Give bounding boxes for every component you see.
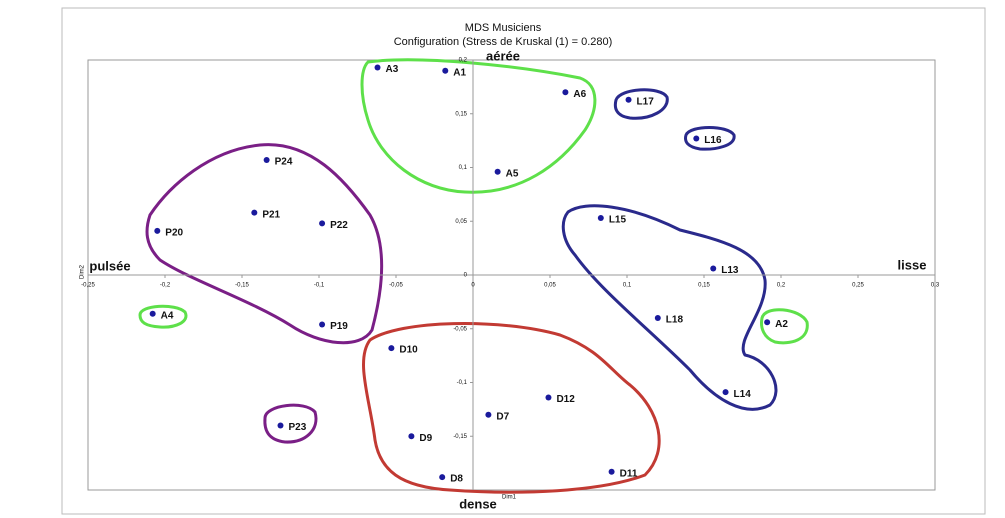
y-tick-label: 0,05 — [455, 219, 467, 225]
point-label: L18 — [666, 315, 684, 326]
point-label: A6 — [573, 89, 586, 100]
outline — [561, 204, 778, 411]
outline — [263, 403, 318, 444]
x-tick-label: 0 — [471, 283, 475, 289]
x-tick-label: -0,05 — [389, 283, 403, 289]
point — [251, 209, 258, 216]
x-tick-label: 0,05 — [544, 283, 556, 289]
point-label: L17 — [637, 96, 655, 107]
outline — [138, 304, 188, 329]
x-tick-label: 0,1 — [623, 283, 632, 289]
point — [154, 227, 161, 234]
x-tick-label: -0,1 — [314, 283, 325, 289]
point — [485, 411, 492, 418]
point — [608, 468, 615, 475]
y-tick-label: 0,1 — [459, 165, 468, 171]
point — [597, 215, 604, 222]
point-label: L15 — [609, 215, 627, 226]
y-tick-label: 0,2 — [459, 58, 468, 64]
point-label: P20 — [165, 228, 183, 239]
x-axis-label: Dim1 — [502, 495, 517, 501]
outline — [360, 58, 597, 194]
x-tick-label: -0,15 — [235, 283, 249, 289]
point-label: D7 — [496, 411, 509, 422]
point-label: D9 — [419, 433, 432, 444]
y-tick-label: 0,15 — [455, 111, 467, 117]
point-label: P19 — [330, 321, 348, 332]
point — [442, 67, 449, 74]
point — [654, 315, 661, 321]
y-tick-label: -0,05 — [453, 326, 467, 332]
point-label: P24 — [275, 157, 293, 168]
chart-title: MDS Musiciens — [465, 22, 542, 34]
point — [388, 345, 395, 352]
y-axis-label: Dim2 — [80, 264, 86, 279]
point — [494, 168, 501, 175]
outline — [145, 143, 384, 345]
point-label: L16 — [704, 135, 722, 146]
point — [562, 89, 569, 96]
y-tick-label: -0,15 — [453, 434, 467, 440]
chart-frame — [61, 7, 986, 515]
point-label: D11 — [620, 468, 638, 479]
point-label: L14 — [734, 389, 752, 400]
chart-subtitle: Configuration (Stress de Kruskal (1) = 0… — [394, 36, 613, 48]
point — [764, 319, 771, 326]
point — [710, 265, 717, 272]
point — [319, 220, 326, 227]
point — [439, 474, 446, 481]
annotation: pulsée — [89, 258, 130, 273]
point — [319, 321, 326, 328]
outline — [362, 322, 661, 494]
point-label: A2 — [775, 319, 788, 330]
annotation: lisse — [898, 257, 927, 272]
point-label: D10 — [399, 345, 418, 356]
x-tick-label: 0,15 — [698, 283, 710, 289]
point-label: P21 — [262, 209, 280, 220]
point-label: D12 — [556, 394, 575, 405]
point — [722, 389, 729, 396]
point-label: P23 — [289, 422, 307, 433]
point-label: A3 — [386, 64, 399, 75]
point — [374, 64, 381, 71]
outline — [684, 126, 736, 151]
x-tick-label: 0,3 — [931, 283, 940, 289]
point — [545, 394, 552, 401]
point-label: A1 — [453, 67, 466, 78]
x-tick-label: 0,2 — [777, 283, 786, 289]
point-label: A4 — [161, 310, 174, 321]
outline — [613, 88, 669, 120]
point — [277, 422, 284, 429]
annotation: aérée — [486, 48, 520, 63]
point — [693, 135, 700, 142]
x-tick-label: -0,2 — [160, 283, 171, 289]
x-tick-label: 0,25 — [852, 283, 864, 289]
outline — [760, 308, 809, 345]
point — [408, 433, 415, 440]
point-label: D8 — [450, 474, 463, 485]
point — [263, 156, 270, 163]
point-label: L13 — [721, 265, 739, 276]
point — [149, 310, 156, 317]
point — [625, 96, 632, 103]
group-outlines — [138, 58, 809, 494]
point-label: A5 — [506, 168, 519, 179]
y-tick-label: 0 — [464, 273, 468, 279]
point-label: P22 — [330, 220, 348, 231]
x-tick-label: -0,25 — [81, 283, 95, 289]
annotation: dense — [459, 496, 497, 511]
y-tick-label: -0,1 — [457, 380, 468, 386]
